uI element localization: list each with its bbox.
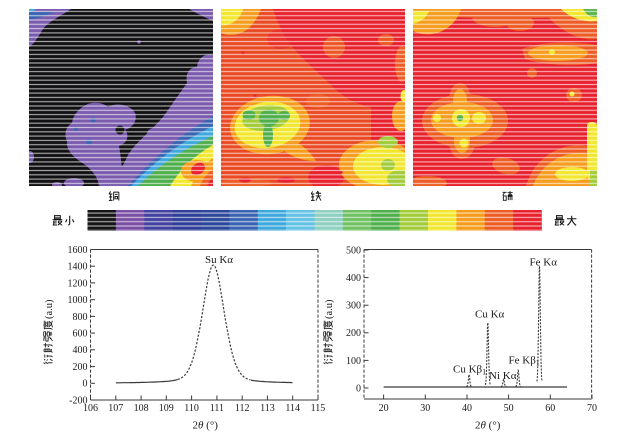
svg-text:500: 500 xyxy=(346,245,361,256)
svg-text:Su Kα: Su Kα xyxy=(205,254,233,266)
svg-text:0: 0 xyxy=(356,383,361,394)
svg-text:1600: 1600 xyxy=(68,245,88,256)
svg-text:70: 70 xyxy=(587,403,597,414)
svg-text:(a.u): (a.u) xyxy=(324,299,335,319)
svg-text:108: 108 xyxy=(134,403,149,414)
svg-text:114: 114 xyxy=(285,403,300,414)
svg-text:106: 106 xyxy=(83,403,98,414)
svg-text:115: 115 xyxy=(311,403,326,414)
svg-text:0: 0 xyxy=(83,379,88,390)
svg-text:40: 40 xyxy=(462,403,472,414)
svg-text:1000: 1000 xyxy=(68,295,88,306)
svg-text:200: 200 xyxy=(346,328,361,339)
svg-text:100: 100 xyxy=(346,356,361,367)
svg-text:Fe Kα: Fe Kα xyxy=(530,257,558,269)
svg-text:20: 20 xyxy=(379,403,389,414)
svg-text:600: 600 xyxy=(73,329,88,340)
svg-text:Cu Kβ1: Cu Kβ1 xyxy=(453,364,486,377)
svg-text:107: 107 xyxy=(108,403,123,414)
svg-text:800: 800 xyxy=(73,312,88,323)
svg-text:50: 50 xyxy=(504,403,514,414)
svg-text:110: 110 xyxy=(184,403,199,414)
svg-text:30: 30 xyxy=(420,403,430,414)
svg-text:2θ (°): 2θ (°) xyxy=(193,420,219,432)
svg-text:400: 400 xyxy=(346,273,361,284)
svg-text:1400: 1400 xyxy=(68,262,88,273)
svg-text:111: 111 xyxy=(210,403,224,414)
svg-text:Fe Kβ1: Fe Kβ1 xyxy=(509,355,540,368)
svg-text:2θ (°): 2θ (°) xyxy=(475,420,501,432)
svg-text:-200: -200 xyxy=(69,395,87,406)
svg-text:113: 113 xyxy=(260,403,275,414)
svg-text:200: 200 xyxy=(73,362,88,373)
svg-text:1200: 1200 xyxy=(68,278,88,289)
svg-text:60: 60 xyxy=(545,403,555,414)
svg-text:(a.u): (a.u) xyxy=(44,299,55,319)
svg-text:Ni Kα: Ni Kα xyxy=(489,370,517,382)
svg-text:112: 112 xyxy=(235,403,250,414)
svg-text:Cu Kα: Cu Kα xyxy=(475,309,505,321)
svg-text:400: 400 xyxy=(73,345,88,356)
svg-text:109: 109 xyxy=(159,403,174,414)
svg-text:300: 300 xyxy=(346,301,361,312)
